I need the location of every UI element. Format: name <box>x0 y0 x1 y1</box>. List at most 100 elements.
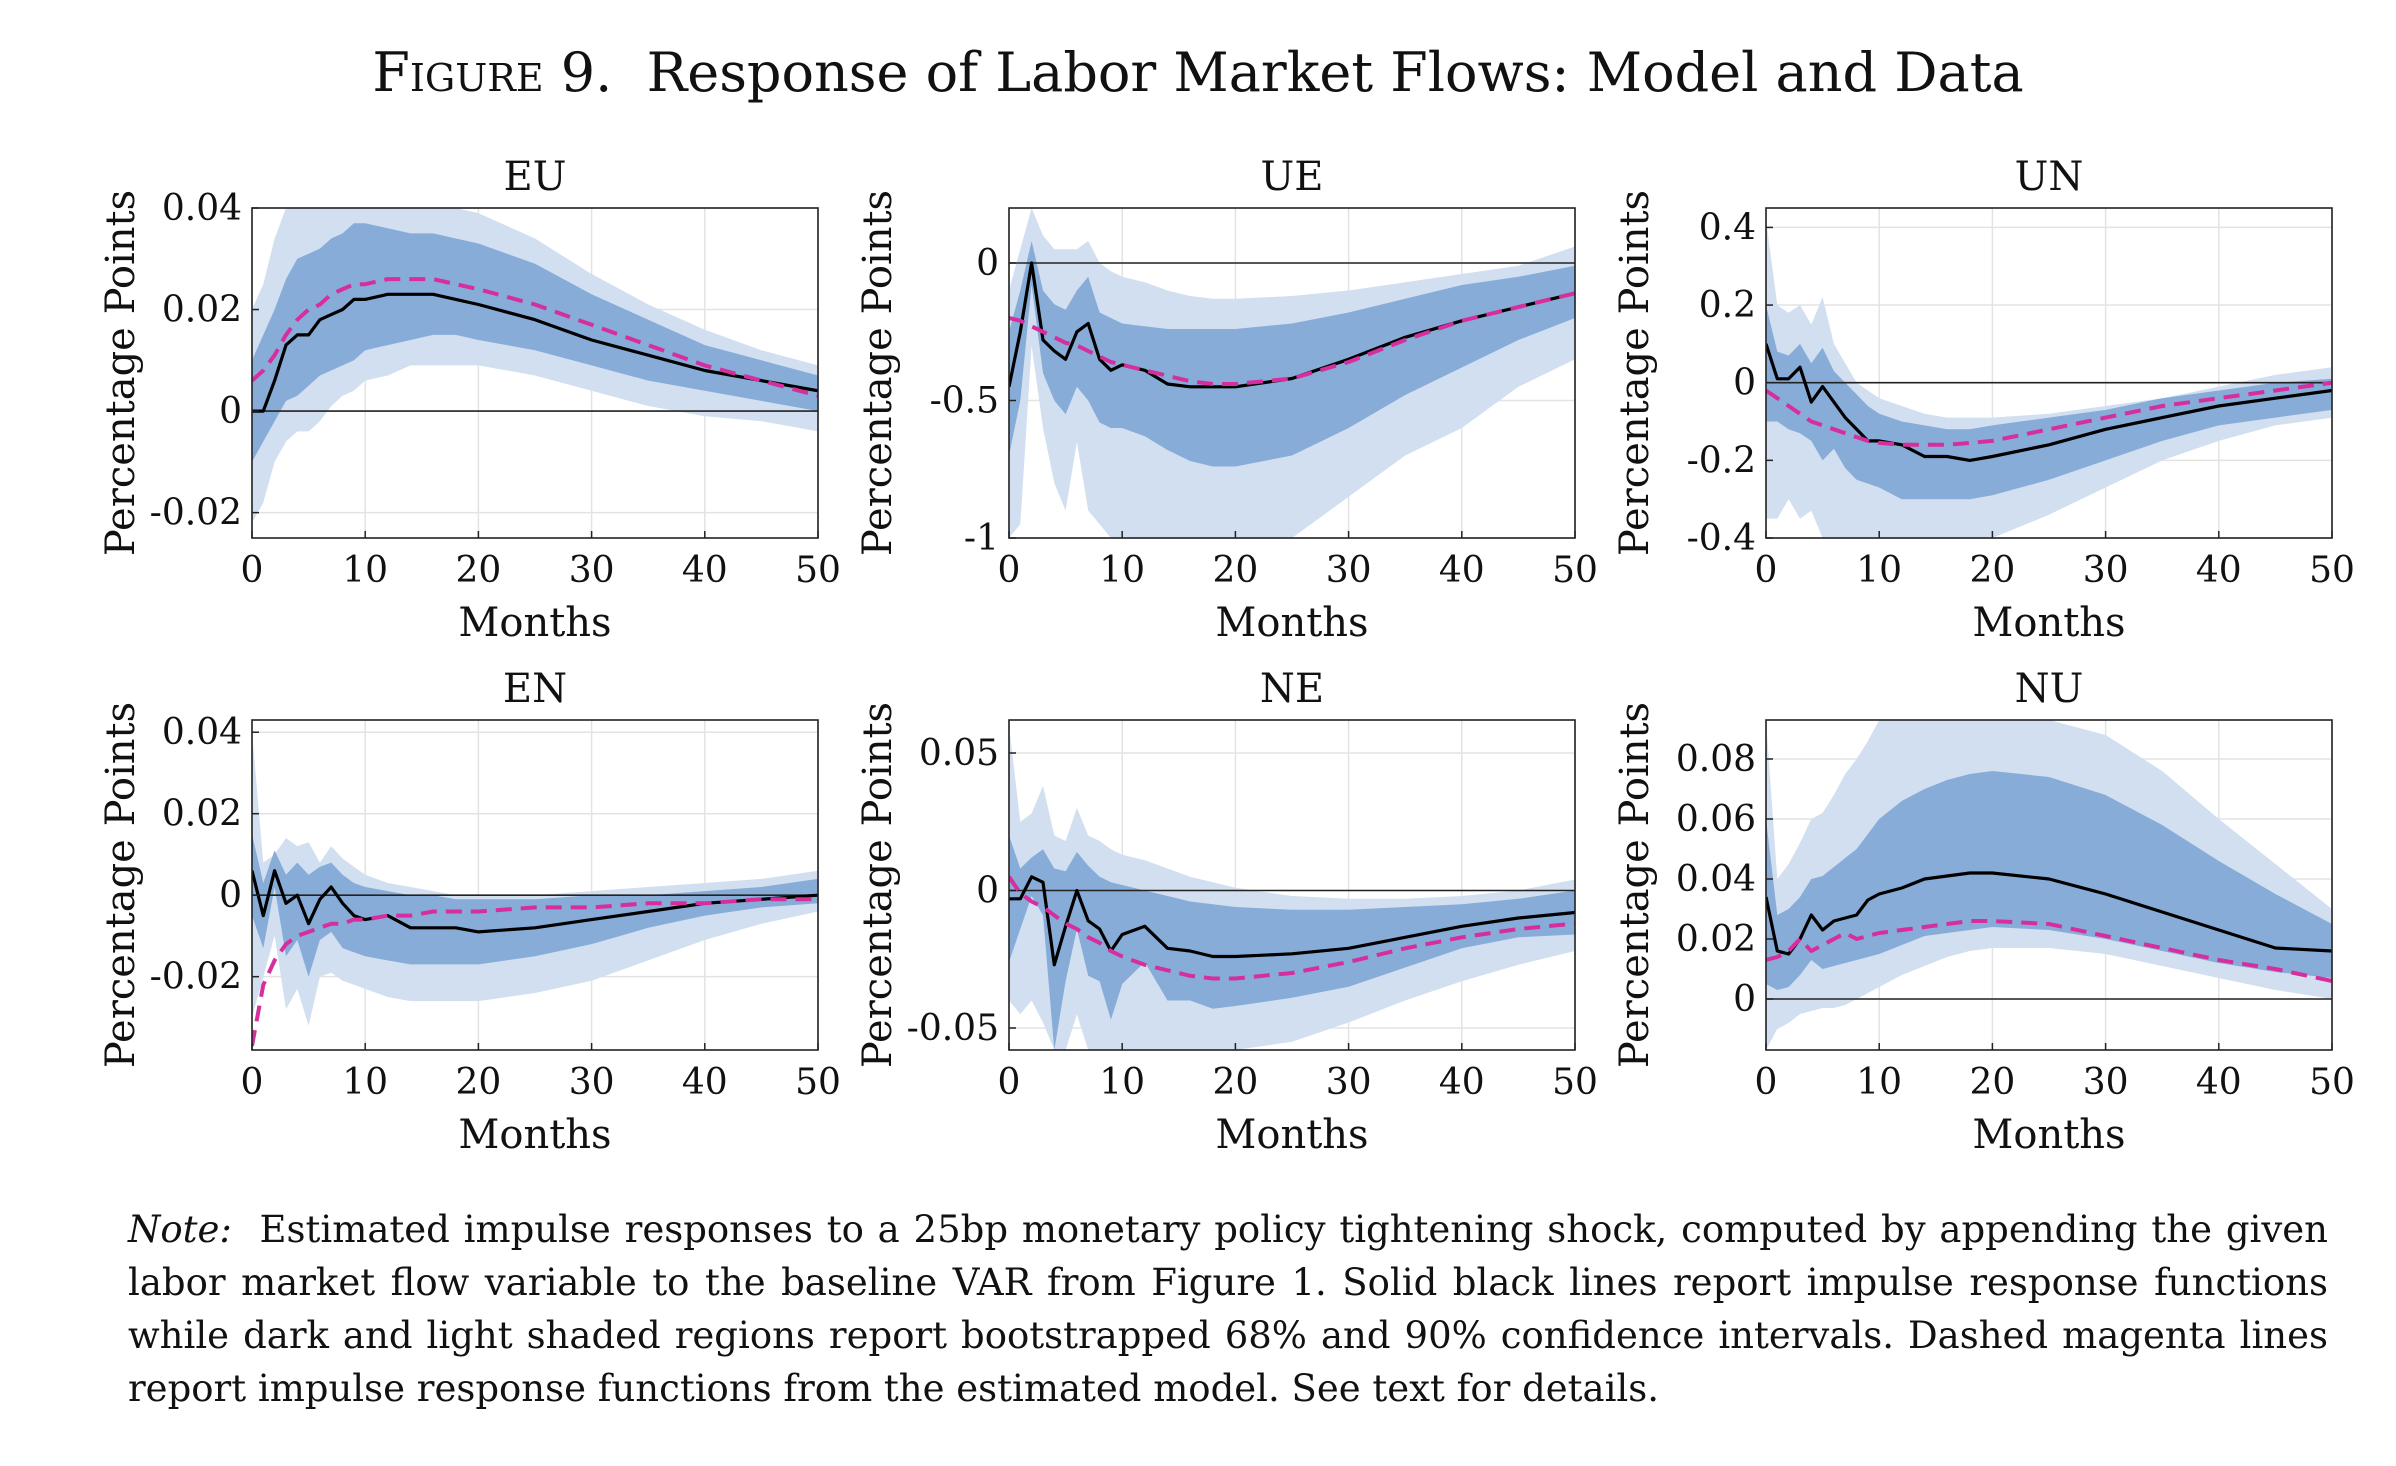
confidence-band-68 <box>1009 241 1575 467</box>
y-axis-label: Percentage Points <box>98 702 144 1068</box>
x-tick-label: 30 <box>1326 1062 1372 1103</box>
y-tick-label: -1 <box>964 518 999 559</box>
panel-title: NE <box>1260 666 1324 712</box>
axes-box <box>1008 207 1576 539</box>
x-tick-label: 0 <box>998 550 1021 591</box>
x-tick-label: 40 <box>1439 1062 1485 1103</box>
x-axis-label: Months <box>1215 1112 1368 1158</box>
x-tick-label: 20 <box>1969 550 2015 591</box>
panel-title: EN <box>503 666 567 712</box>
panel-eu: 0 10 20 30 40 50 -0.02 0 0.02 0.04 EU Months Percent… <box>98 154 841 646</box>
y-tick-label: -0.02 <box>150 957 242 998</box>
x-tick-label: 30 <box>569 1062 615 1103</box>
panel-nu: 0 10 20 30 40 50 0 0.02 0.04 0.06 0.08 NU Months Perc… <box>1612 666 2355 1158</box>
x-tick-label: 10 <box>342 550 388 591</box>
y-tick-label: 0.02 <box>1676 919 1756 960</box>
figure-note: Note: Estimated impulse responses to a 2… <box>128 1203 2328 1415</box>
panel-title: UE <box>1261 154 1324 200</box>
y-tick-label: 0.08 <box>1676 739 1756 780</box>
x-tick-label: 50 <box>795 550 841 591</box>
x-tick-label: 10 <box>1856 1062 1902 1103</box>
x-tick-label: 10 <box>1099 1062 1145 1103</box>
model-irf-line <box>1009 875 1575 981</box>
x-tick-label: 0 <box>241 1062 264 1103</box>
y-axis-label: Percentage Points <box>98 190 144 556</box>
y-tick-label: 0 <box>219 875 242 916</box>
x-tick-label: 10 <box>1856 550 1902 591</box>
y-tick-label: 0 <box>219 391 242 432</box>
x-tick-label: 10 <box>342 1062 388 1103</box>
axes-box <box>1765 719 2333 1051</box>
x-tick-label: 50 <box>1552 550 1598 591</box>
x-tick-label: 0 <box>1755 550 1778 591</box>
model-irf-line <box>252 897 818 1047</box>
plot-area <box>1766 720 2332 1050</box>
axes-box <box>1008 719 1576 1051</box>
x-tick-label: 50 <box>1552 1062 1598 1103</box>
x-axis-label: Months <box>1972 1112 2125 1158</box>
y-tick-label: 0 <box>976 243 999 284</box>
plot-area <box>252 208 818 523</box>
x-tick-label: 40 <box>682 1062 728 1103</box>
y-tick-label: 0.06 <box>1676 799 1756 840</box>
y-tick-label: -0.05 <box>907 1008 999 1049</box>
note-label: Note: <box>128 1208 232 1251</box>
y-tick-label: 0.02 <box>162 290 242 331</box>
y-tick-label: 0.04 <box>1676 859 1756 900</box>
x-tick-label: 30 <box>2083 1062 2129 1103</box>
x-axis-label: Months <box>458 600 611 646</box>
x-tick-label: 20 <box>1212 550 1258 591</box>
x-tick-label: 50 <box>2309 1062 2355 1103</box>
x-tick-label: 40 <box>2196 1062 2242 1103</box>
confidence-band-68 <box>1009 835 1575 1050</box>
plot-area <box>252 732 818 1047</box>
figure-title-text: Response of Labor Market Flows: Model an… <box>646 41 2024 104</box>
y-tick-label: 0.04 <box>162 712 242 753</box>
confidence-band-90 <box>1766 219 2332 538</box>
axes-box <box>251 207 819 539</box>
plot-area <box>1766 219 2332 538</box>
y-tick-label: -0.5 <box>930 381 999 422</box>
figure-title: Figure 9. Response of Labor Market Flows… <box>0 38 2396 108</box>
y-tick-label: 0.05 <box>919 733 999 774</box>
y-tick-label: 0 <box>1733 363 1756 404</box>
x-tick-label: 0 <box>241 550 264 591</box>
model-irf-line <box>1766 919 2332 983</box>
panel-ne: 0 10 20 30 40 50 -0.05 0 0.05 NE Months Percentage … <box>855 666 1598 1158</box>
x-tick-label: 30 <box>569 550 615 591</box>
panel-ue: 0 10 20 30 40 50 -1 -0.5 0 UE Months Percentage Poi… <box>855 154 1598 646</box>
confidence-band-68 <box>1766 305 2332 500</box>
x-tick-label: 30 <box>1326 550 1372 591</box>
y-tick-label: -0.02 <box>150 493 242 534</box>
panel-title: NU <box>2015 666 2084 712</box>
figure-label: Figure 9. <box>372 41 613 104</box>
y-tick-label: -0.4 <box>1687 518 1756 559</box>
y-tick-label: 0.04 <box>162 188 242 229</box>
note-text: Estimated impulse responses to a 25bp mo… <box>128 1208 2328 1410</box>
x-tick-label: 30 <box>2083 550 2129 591</box>
x-tick-label: 20 <box>1212 1062 1258 1103</box>
model-irf-line <box>1009 291 1575 386</box>
axes-box <box>251 719 819 1051</box>
y-tick-label: 0.4 <box>1699 207 1756 248</box>
panel-en: 0 10 20 30 40 50 -0.02 0 0.02 0.04 EN Months Percent… <box>98 666 841 1158</box>
y-axis-label: Percentage Points <box>1612 190 1658 556</box>
plot-area <box>1009 208 1575 538</box>
x-tick-label: 50 <box>795 1062 841 1103</box>
x-axis-label: Months <box>1215 600 1368 646</box>
plot-area <box>1009 725 1575 1050</box>
data-irf-line <box>1009 875 1575 967</box>
y-tick-label: 0 <box>1733 979 1756 1020</box>
x-tick-label: 0 <box>1755 1062 1778 1103</box>
y-tick-label: 0 <box>976 871 999 912</box>
x-axis-label: Months <box>458 1112 611 1158</box>
y-axis-label: Percentage Points <box>855 702 901 1068</box>
x-tick-label: 40 <box>2196 550 2242 591</box>
y-tick-label: -0.2 <box>1687 440 1756 481</box>
panel-un: 0 10 20 30 40 50 -0.4 -0.2 0 0.2 0.4 UN Months Percen… <box>1612 154 2355 646</box>
y-axis-label: Percentage Points <box>1612 702 1658 1068</box>
confidence-band-68 <box>252 223 818 462</box>
y-tick-label: 0.2 <box>1699 285 1756 326</box>
axes-box <box>1765 207 2333 539</box>
panel-title: UN <box>2015 154 2084 200</box>
